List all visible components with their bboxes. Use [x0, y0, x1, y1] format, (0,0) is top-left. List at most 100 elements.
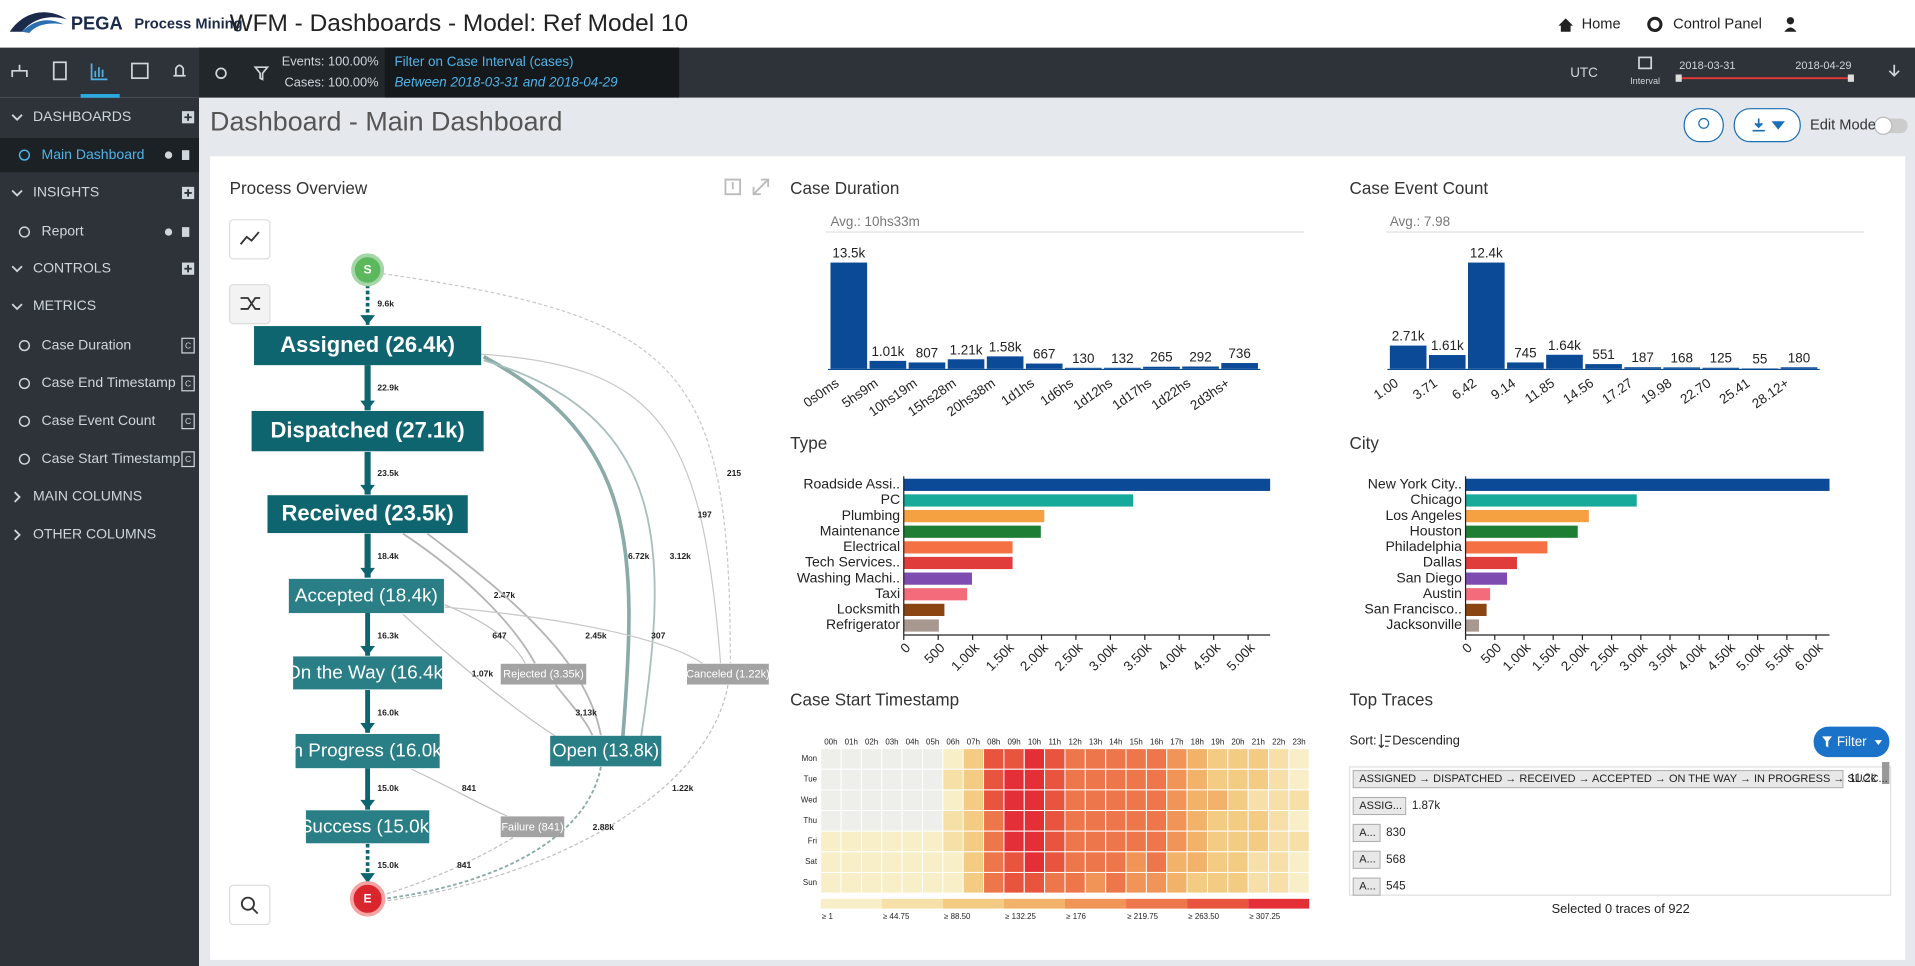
bar[interactable] — [1428, 355, 1466, 369]
bar[interactable] — [903, 556, 1013, 570]
node[interactable] — [288, 578, 444, 614]
tool-icon[interactable] — [215, 67, 227, 80]
expand-icon[interactable] — [752, 178, 770, 196]
heat-cell[interactable] — [1084, 810, 1107, 832]
heat-cell[interactable] — [1145, 748, 1168, 770]
heat-cell[interactable] — [1023, 789, 1046, 812]
chevron[interactable] — [14, 491, 21, 503]
delete-icon[interactable] — [181, 150, 190, 160]
sidebar-item[interactable]: Case Start Timestamp — [42, 450, 181, 466]
bar[interactable] — [869, 360, 907, 369]
heat-cell[interactable] — [962, 789, 985, 812]
toolbar-icons[interactable] — [11, 56, 1900, 81]
filter-button[interactable] — [1813, 726, 1890, 758]
bar[interactable] — [1465, 619, 1479, 632]
filter-title[interactable]: Filter on Case Interval (cases) — [394, 54, 573, 69]
heat-cell[interactable] — [1023, 748, 1046, 770]
heat-cell[interactable] — [1186, 789, 1208, 812]
bar[interactable] — [903, 494, 1134, 507]
heat-cell[interactable] — [1288, 830, 1310, 853]
chevron[interactable] — [11, 303, 23, 311]
heat-cell[interactable] — [1105, 789, 1127, 812]
edge[interactable] — [402, 532, 536, 664]
section-title[interactable]: DASHBOARDS — [33, 108, 131, 124]
heat-cell[interactable] — [1064, 789, 1086, 812]
heat-cell[interactable] — [922, 851, 944, 873]
heat-cell[interactable] — [820, 851, 842, 873]
heat-cell[interactable] — [1186, 768, 1208, 791]
bar[interactable] — [1182, 366, 1219, 369]
tool-icon[interactable] — [253, 66, 270, 81]
heat-cell[interactable] — [1288, 768, 1310, 791]
bar[interactable] — [1546, 354, 1583, 369]
heat-cell[interactable] — [1288, 871, 1310, 894]
heat-cell[interactable] — [962, 748, 985, 770]
heat-cell[interactable] — [1186, 810, 1208, 832]
badge[interactable] — [181, 375, 195, 392]
heat-cell[interactable] — [1105, 851, 1127, 873]
sort-value[interactable]: Descending — [1392, 733, 1460, 748]
heat-cell[interactable] — [901, 830, 923, 853]
bar[interactable] — [1702, 367, 1740, 369]
heat-cell[interactable] — [881, 768, 903, 791]
heat-cell[interactable] — [1166, 789, 1188, 812]
heat-cell[interactable] — [962, 871, 985, 894]
heat-cell[interactable] — [1227, 810, 1249, 832]
heat-cell[interactable] — [1227, 768, 1249, 791]
heat-cell[interactable] — [1003, 871, 1025, 894]
heat-cell[interactable] — [962, 768, 985, 791]
heat-cell[interactable] — [1268, 871, 1290, 894]
heat-cell[interactable] — [1206, 748, 1229, 770]
heat-cell[interactable] — [1105, 871, 1127, 894]
heat-cell[interactable] — [860, 810, 883, 832]
heat-cell[interactable] — [1247, 871, 1270, 894]
node[interactable] — [686, 663, 769, 685]
bar[interactable] — [1465, 478, 1830, 491]
heat-cell[interactable] — [820, 789, 842, 812]
tool-icon[interactable] — [131, 62, 149, 80]
heat-cell[interactable] — [1206, 851, 1229, 873]
heat-cell[interactable] — [881, 851, 903, 873]
heat-cell[interactable] — [1206, 830, 1229, 853]
heat-cell[interactable] — [1003, 830, 1025, 853]
bar[interactable] — [986, 356, 1024, 369]
heat-cell[interactable] — [1003, 748, 1025, 770]
bar[interactable] — [903, 525, 1041, 538]
heat-cell[interactable] — [1105, 768, 1127, 791]
heat-cell[interactable] — [1268, 851, 1290, 873]
gear-icon[interactable] — [1647, 16, 1663, 33]
heat-cell[interactable] — [1064, 871, 1086, 894]
heat-cell[interactable] — [1227, 830, 1249, 853]
node[interactable] — [293, 656, 443, 690]
heat-cell[interactable] — [881, 789, 903, 812]
chevron[interactable] — [14, 529, 21, 541]
section-title[interactable]: INSIGHTS — [33, 184, 99, 200]
heat-cell[interactable] — [1044, 789, 1066, 812]
edge[interactable] — [444, 603, 526, 664]
bar[interactable] — [908, 362, 946, 369]
node[interactable] — [500, 816, 565, 838]
bar[interactable] — [903, 509, 1045, 523]
node[interactable] — [254, 326, 482, 366]
heat-cell[interactable] — [860, 748, 883, 770]
heat-cell[interactable] — [1084, 748, 1107, 770]
chevron[interactable] — [11, 189, 23, 197]
heat-cell[interactable] — [1064, 851, 1086, 873]
heat-cell[interactable] — [1206, 789, 1229, 812]
tool-icon[interactable] — [90, 63, 108, 81]
filter-block[interactable] — [384, 47, 680, 98]
heat-cell[interactable] — [942, 851, 964, 873]
heat-cell[interactable] — [1003, 768, 1025, 791]
bar[interactable] — [1507, 362, 1544, 369]
heat-cell[interactable] — [1268, 768, 1290, 791]
heat-cell[interactable] — [1023, 851, 1046, 873]
bar[interactable] — [1064, 367, 1102, 369]
heat-cell[interactable] — [1247, 810, 1270, 832]
heat-cell[interactable] — [1125, 768, 1147, 791]
heat-cell[interactable] — [901, 871, 923, 894]
heat-cell[interactable] — [820, 768, 842, 791]
heat-cell[interactable] — [922, 748, 944, 770]
heat-cell[interactable] — [1044, 810, 1066, 832]
heat-cell[interactable] — [1247, 830, 1270, 853]
heat-cell[interactable] — [1227, 748, 1249, 770]
